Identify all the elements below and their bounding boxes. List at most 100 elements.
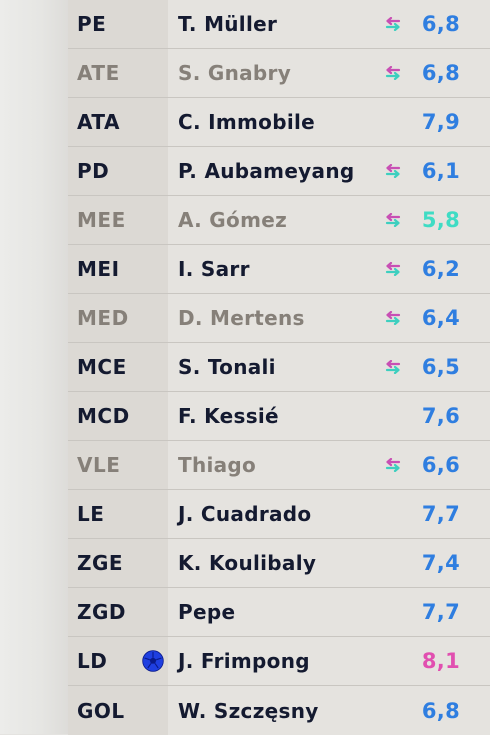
player-name: J. Frimpong bbox=[178, 649, 310, 673]
position-cell: ATA bbox=[68, 98, 168, 146]
player-ratings-table: PE T. Müller 6,8 ATE S. Gnabry 6,8 ATA C. Imm… bbox=[68, 0, 490, 735]
substitution-arrows-icon bbox=[385, 164, 401, 178]
player-row[interactable]: MCE S. Tonali 6,5 bbox=[68, 343, 490, 392]
player-position: ZGD bbox=[77, 600, 127, 624]
player-name: A. Gómez bbox=[178, 208, 288, 232]
position-cell: MEI bbox=[68, 245, 168, 293]
player-row[interactable]: MEI I. Sarr 6,2 bbox=[68, 245, 490, 294]
position-cell: GOL bbox=[68, 686, 168, 735]
position-cell: MCD bbox=[68, 392, 168, 440]
position-cell: ZGD bbox=[68, 588, 168, 636]
position-cell: MEE bbox=[68, 196, 168, 244]
player-row[interactable]: LD J. Frimpong 8,1 bbox=[68, 637, 490, 686]
substitution-arrows-icon bbox=[385, 360, 401, 374]
position-cell: LD bbox=[68, 637, 168, 685]
player-name: J. Cuadrado bbox=[178, 502, 312, 526]
player-row[interactable]: LE J. Cuadrado 7,7 bbox=[68, 490, 490, 539]
name-cell: Pepe 7,7 bbox=[168, 588, 490, 636]
player-position: GOL bbox=[77, 698, 125, 723]
player-row[interactable]: ATA C. Immobile 7,9 bbox=[68, 98, 490, 147]
name-cell: W. Szczęsny 6,8 bbox=[168, 686, 490, 735]
position-cell: LE bbox=[68, 490, 168, 538]
player-rating: 6,4 bbox=[421, 306, 460, 330]
name-cell: P. Aubameyang 6,1 bbox=[168, 147, 490, 195]
player-rating: 6,6 bbox=[421, 453, 460, 477]
player-rating: 6,8 bbox=[421, 12, 460, 36]
player-row[interactable]: VLE Thiago 6,6 bbox=[68, 441, 490, 490]
substitution-arrows-icon bbox=[385, 17, 401, 31]
name-cell: Thiago 6,6 bbox=[168, 441, 490, 489]
substitution-arrows-icon bbox=[385, 311, 401, 325]
player-position: PD bbox=[77, 159, 110, 183]
background-panel bbox=[0, 0, 68, 734]
name-cell: S. Tonali 6,5 bbox=[168, 343, 490, 391]
player-row[interactable]: MEE A. Gómez 5,8 bbox=[68, 196, 490, 245]
name-cell: C. Immobile 7,9 bbox=[168, 98, 490, 146]
player-position: MCE bbox=[77, 355, 127, 379]
player-row[interactable]: GOL W. Szczęsny 6,8 bbox=[68, 686, 490, 735]
substitution-arrows-icon bbox=[385, 66, 401, 80]
name-cell: D. Mertens 6,4 bbox=[168, 294, 490, 342]
player-name: S. Gnabry bbox=[178, 61, 292, 85]
position-cell: ATE bbox=[68, 49, 168, 97]
player-row[interactable]: ZGD Pepe 7,7 bbox=[68, 588, 490, 637]
player-position: LD bbox=[77, 649, 108, 673]
player-position: MEI bbox=[77, 257, 120, 281]
player-name: Pepe bbox=[178, 600, 236, 624]
player-rating: 6,1 bbox=[421, 159, 460, 183]
player-name: Thiago bbox=[178, 453, 257, 477]
player-name: T. Müller bbox=[178, 12, 278, 36]
player-rating: 6,8 bbox=[421, 698, 460, 723]
player-rating: 7,9 bbox=[421, 110, 460, 134]
player-row[interactable]: ZGE K. Koulibaly 7,4 bbox=[68, 539, 490, 588]
player-name: F. Kessié bbox=[178, 404, 279, 428]
name-cell: K. Koulibaly 7,4 bbox=[168, 539, 490, 587]
name-cell: J. Frimpong 8,1 bbox=[168, 637, 490, 685]
player-position: MEE bbox=[77, 208, 126, 232]
name-cell: I. Sarr 6,2 bbox=[168, 245, 490, 293]
player-name: C. Immobile bbox=[178, 110, 315, 134]
name-cell: A. Gómez 5,8 bbox=[168, 196, 490, 244]
player-position: ZGE bbox=[77, 551, 124, 575]
player-row[interactable]: MED D. Mertens 6,4 bbox=[68, 294, 490, 343]
player-row[interactable]: PD P. Aubameyang 6,1 bbox=[68, 147, 490, 196]
player-position: VLE bbox=[77, 453, 121, 477]
player-rating: 5,8 bbox=[421, 208, 460, 232]
name-cell: T. Müller 6,8 bbox=[168, 0, 490, 48]
substitution-arrows-icon bbox=[385, 213, 401, 227]
player-position: ATA bbox=[77, 110, 120, 134]
player-name: I. Sarr bbox=[178, 257, 250, 281]
player-position: LE bbox=[77, 502, 105, 526]
player-row[interactable]: ATE S. Gnabry 6,8 bbox=[68, 49, 490, 98]
soccer-ball-icon bbox=[142, 650, 164, 672]
position-cell: VLE bbox=[68, 441, 168, 489]
position-cell: MCE bbox=[68, 343, 168, 391]
player-name: S. Tonali bbox=[178, 355, 276, 379]
player-rating: 8,1 bbox=[421, 649, 460, 673]
player-position: MED bbox=[77, 306, 129, 330]
player-rating: 6,5 bbox=[421, 355, 460, 379]
player-position: MCD bbox=[77, 404, 130, 428]
position-cell: PD bbox=[68, 147, 168, 195]
position-cell: MED bbox=[68, 294, 168, 342]
player-rating: 7,7 bbox=[421, 600, 460, 624]
player-rating: 6,8 bbox=[421, 61, 460, 85]
substitution-arrows-icon bbox=[385, 262, 401, 276]
player-name: W. Szczęsny bbox=[178, 698, 319, 723]
player-rating: 7,7 bbox=[421, 502, 460, 526]
name-cell: F. Kessié 7,6 bbox=[168, 392, 490, 440]
player-name: K. Koulibaly bbox=[178, 551, 317, 575]
substitution-arrows-icon bbox=[385, 458, 401, 472]
player-rating: 6,2 bbox=[421, 257, 460, 281]
position-cell: PE bbox=[68, 0, 168, 48]
name-cell: S. Gnabry 6,8 bbox=[168, 49, 490, 97]
player-position: PE bbox=[77, 12, 107, 36]
name-cell: J. Cuadrado 7,7 bbox=[168, 490, 490, 538]
player-name: P. Aubameyang bbox=[178, 159, 355, 183]
player-position: ATE bbox=[77, 61, 120, 85]
player-row[interactable]: MCD F. Kessié 7,6 bbox=[68, 392, 490, 441]
player-name: D. Mertens bbox=[178, 306, 305, 330]
player-rating: 7,6 bbox=[421, 404, 460, 428]
player-row[interactable]: PE T. Müller 6,8 bbox=[68, 0, 490, 49]
position-cell: ZGE bbox=[68, 539, 168, 587]
